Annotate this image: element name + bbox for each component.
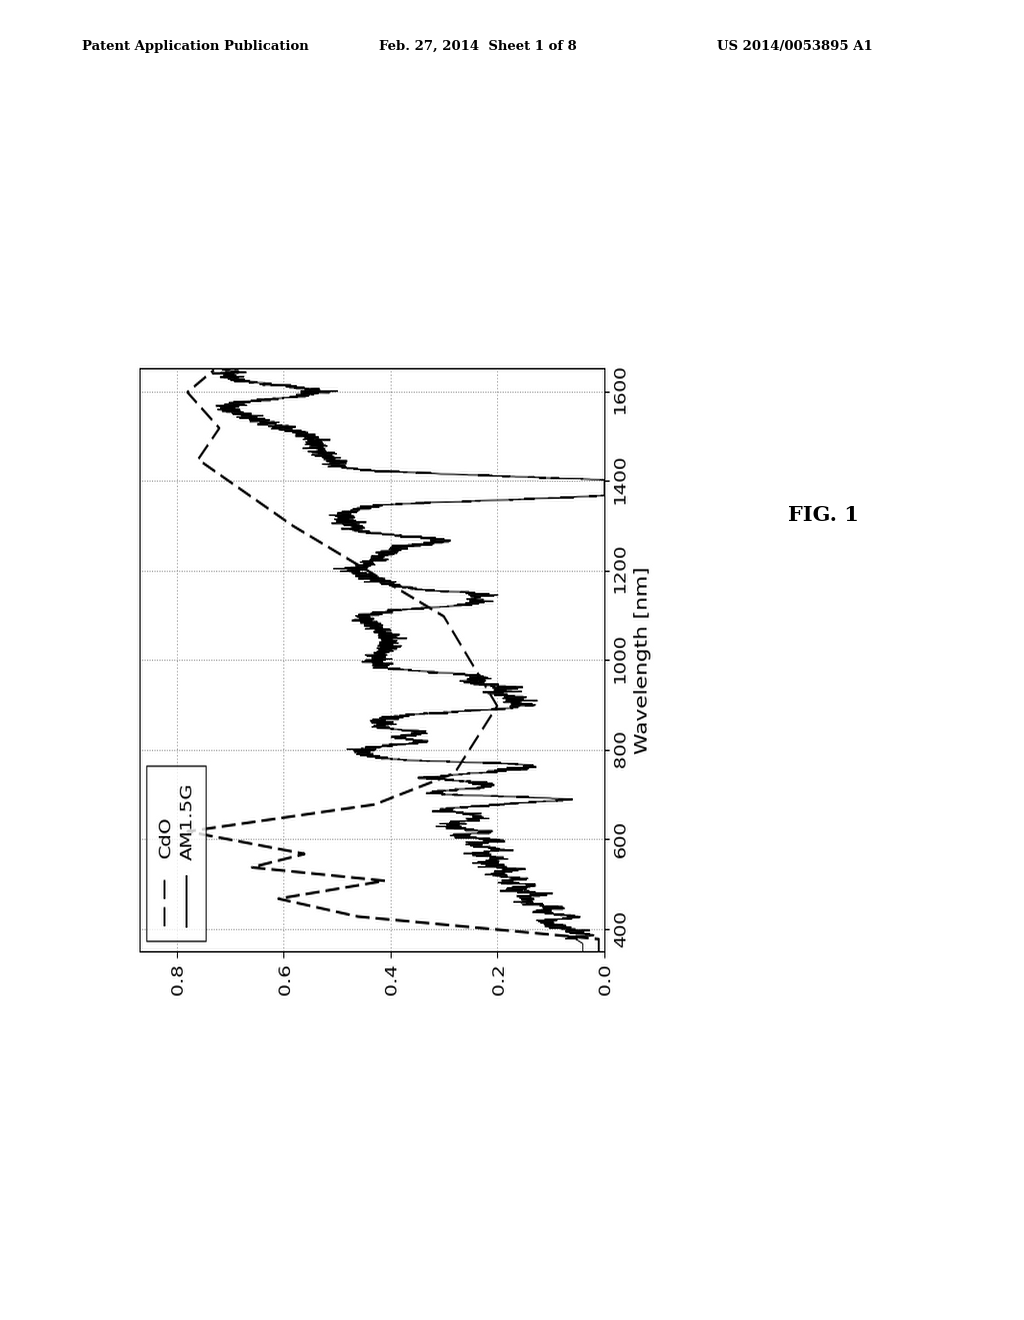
Text: FIG. 1: FIG. 1	[788, 506, 859, 525]
Text: Patent Application Publication: Patent Application Publication	[82, 40, 308, 53]
Text: Feb. 27, 2014  Sheet 1 of 8: Feb. 27, 2014 Sheet 1 of 8	[379, 40, 577, 53]
Text: US 2014/0053895 A1: US 2014/0053895 A1	[717, 40, 872, 53]
